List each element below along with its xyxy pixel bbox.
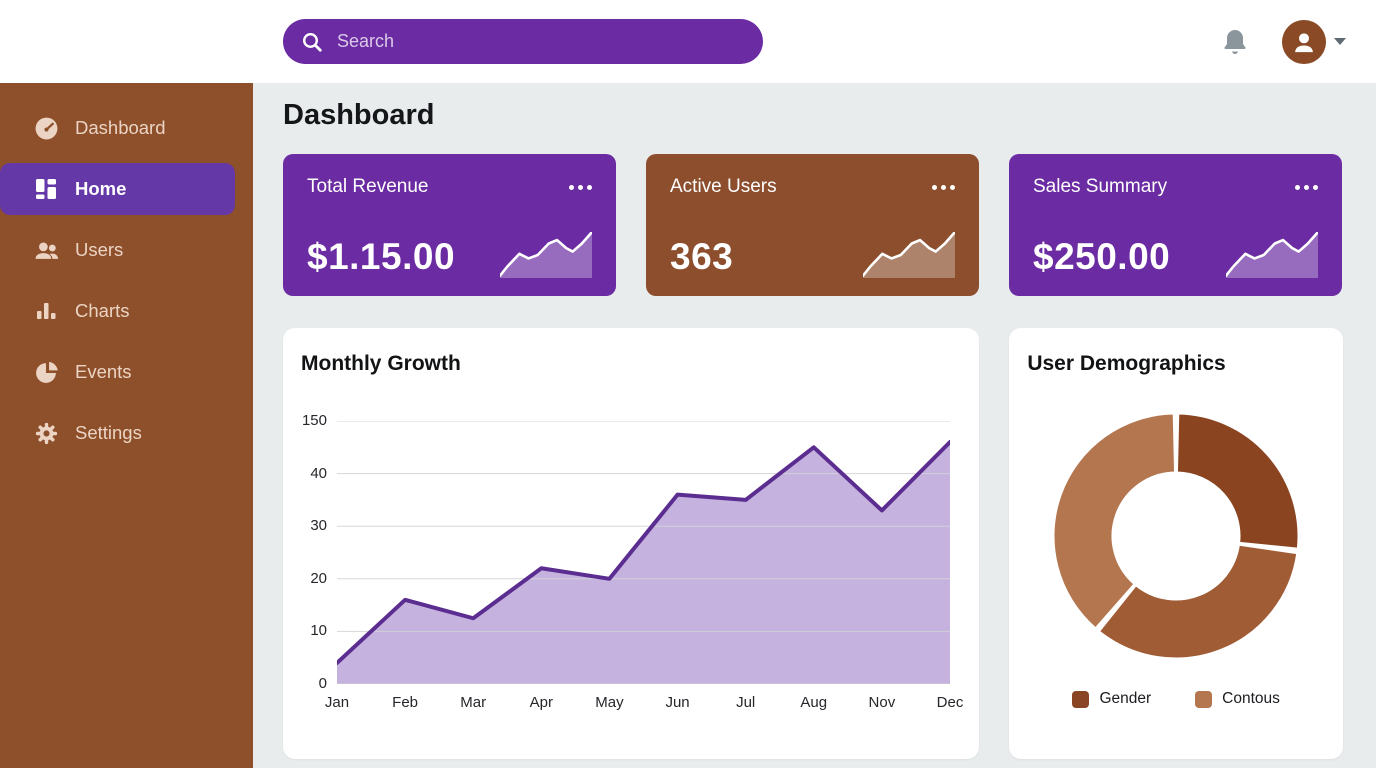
users-icon (33, 237, 59, 263)
chart-title: User Demographics (1027, 352, 1226, 375)
person-icon (1295, 32, 1313, 52)
chart-line (337, 440, 950, 665)
sidebar-item-users[interactable]: Users (0, 224, 253, 276)
stat-card-title: Sales Summary (1033, 176, 1168, 197)
x-axis-tick-label: Jun (665, 694, 690, 711)
legend-swatch-gender (1072, 690, 1090, 708)
stat-card-value: $1.15.00 (307, 236, 456, 277)
page-title: Dashboard (283, 99, 435, 131)
donut-chart (1053, 413, 1299, 659)
x-axis-tick-label: Nov (868, 694, 896, 711)
y-axis-tick-label: 10 (310, 622, 327, 640)
y-axis-tick-label: 0 (318, 675, 327, 692)
sidebar-item-dashboard[interactable]: Dashboard (0, 102, 253, 154)
dashboard-grid-icon (33, 176, 59, 202)
sparkline-line (500, 232, 592, 276)
x-axis-tick-label: Apr (529, 694, 553, 711)
stat-card-total-revenue: Total Revenue $1.15.00 (283, 154, 616, 296)
gauge-icon (33, 115, 59, 141)
main-content: Dashboard Total Revenue $1.15.00 Active … (253, 83, 1376, 768)
sparkline-area (1226, 232, 1318, 278)
stat-card-active-users: Active Users 363 (646, 154, 979, 296)
sidebar-item-label: Home (75, 178, 127, 199)
monthly-growth-card: Monthly Growth 0 10 20 30 40 150 Jan Feb Mar Apr M… (283, 328, 980, 759)
search-icon (302, 32, 322, 52)
topbar-actions (1222, 19, 1346, 64)
sidebar-item-home[interactable]: Home (0, 163, 235, 215)
ellipsis-menu-button[interactable] (1295, 181, 1318, 194)
gear-icon (33, 420, 59, 446)
y-axis-tick-label: 40 (310, 464, 327, 482)
stat-card-sales-summary: Sales Summary $250.00 (1009, 154, 1342, 296)
sidebar: Dashboard Home Users (0, 83, 253, 768)
y-axis-tick-label: 20 (310, 569, 327, 587)
sparkline-chart (500, 232, 592, 278)
sidebar-item-label: Charts (75, 300, 130, 321)
chevron-down-icon[interactable] (1334, 38, 1346, 45)
x-axis-tick-label: Jul (736, 694, 756, 711)
stat-card-value: 363 (670, 236, 734, 277)
bar-chart-icon (33, 298, 59, 324)
notification-bell-icon[interactable] (1222, 28, 1248, 56)
search-input[interactable] (335, 30, 745, 53)
x-axis-tick-label: Jan (324, 694, 350, 711)
sparkline-area (863, 232, 955, 278)
x-axis-tick-label: Mar (460, 694, 487, 711)
sparkline-chart (1226, 232, 1318, 278)
chart-legend: Gender Contous (1009, 690, 1343, 708)
legend-label: Gender (1099, 690, 1152, 707)
legend-label: Contous (1222, 690, 1280, 707)
sidebar-item-label: Events (75, 361, 132, 382)
sidebar-item-settings[interactable]: Settings (0, 407, 253, 459)
charts-row: Monthly Growth 0 10 20 30 40 150 Jan Feb Mar Apr M… (283, 328, 1343, 759)
legend-item: Gender (1072, 690, 1151, 708)
sparkline-line (863, 232, 955, 276)
x-axis-tick-label: Feb (392, 694, 419, 711)
legend-swatch-contous (1195, 690, 1213, 708)
sparkline-line (1226, 232, 1318, 276)
search-bar[interactable] (283, 19, 763, 64)
stat-cards-row: Total Revenue $1.15.00 Active Users 363 … (283, 154, 1343, 296)
sidebar-item-events[interactable]: Events (0, 346, 253, 398)
user-demographics-card: User Demographics Gender Contous (1009, 328, 1343, 759)
x-axis-tick-label: Aug (800, 694, 828, 711)
x-axis-tick-label: May (595, 694, 624, 711)
stat-card-title: Active Users (670, 176, 777, 197)
topbar (0, 0, 1376, 83)
y-axis-tick-label: 150 (301, 412, 327, 429)
donut-segment (1099, 544, 1298, 659)
ellipsis-menu-button[interactable] (932, 181, 955, 194)
chart-title: Monthly Growth (301, 352, 461, 375)
area-line-chart (337, 421, 950, 684)
user-avatar[interactable] (1282, 19, 1326, 64)
donut-segment (1053, 413, 1176, 629)
sparkline-chart (863, 232, 955, 278)
sparkline-area (500, 232, 592, 278)
stat-card-value: $250.00 (1033, 236, 1171, 277)
x-axis-tick-label: Dec (936, 694, 964, 711)
chart-area-fill (337, 442, 950, 684)
sidebar-item-charts[interactable]: Charts (0, 285, 253, 337)
ellipsis-menu-button[interactable] (569, 181, 592, 194)
donut-segment (1177, 413, 1299, 549)
stat-card-title: Total Revenue (307, 176, 429, 197)
sidebar-item-label: Dashboard (75, 117, 166, 138)
sidebar-item-label: Settings (75, 422, 142, 443)
legend-item: Contous (1195, 690, 1280, 708)
y-axis-tick-label: 30 (310, 517, 327, 535)
pie-chart-icon (33, 359, 59, 385)
sidebar-item-label: Users (75, 239, 124, 260)
